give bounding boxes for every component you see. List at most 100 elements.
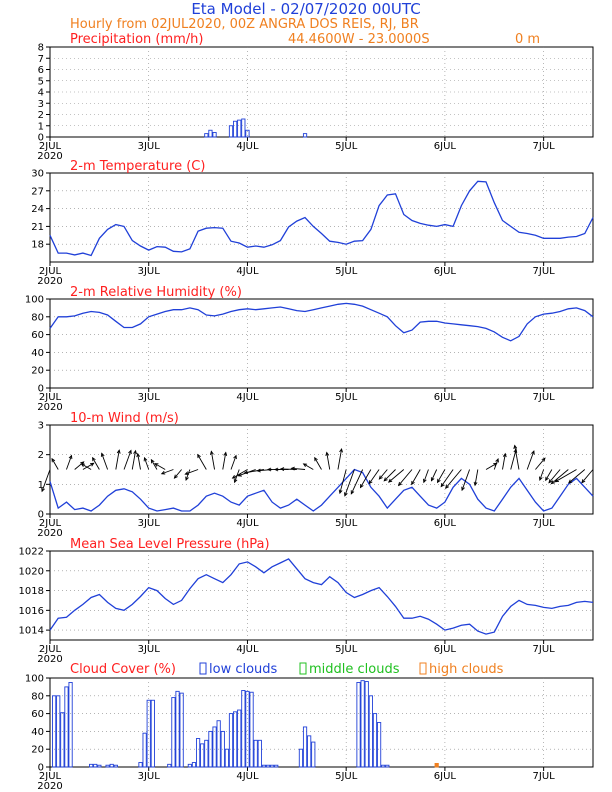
wind-arrow-head — [256, 468, 261, 473]
wind-arrow — [423, 469, 429, 484]
bar — [368, 695, 373, 768]
bar — [204, 133, 209, 138]
wind-arrow — [350, 469, 364, 495]
wind-arrow-head — [90, 462, 95, 467]
y-tick-label: 40 — [31, 727, 44, 738]
wind-arrow-shaft — [555, 469, 577, 483]
bar — [233, 120, 238, 138]
y-tick-label: 24 — [31, 204, 44, 215]
panel-title: Precipitation (mm/h) — [70, 32, 203, 47]
wind-arrow — [368, 469, 380, 485]
y-tick-label: 1016 — [19, 606, 44, 617]
y-tick-label: 60 — [31, 330, 44, 341]
bar — [146, 699, 151, 768]
wind-arrow-shaft — [161, 469, 174, 475]
x-tick-label: 3JUL — [138, 266, 161, 277]
y-tick-label: 0 — [38, 763, 44, 774]
y-tick-label: 1 — [38, 480, 44, 491]
bar — [302, 133, 308, 138]
wind-arrow-head — [550, 480, 555, 485]
bar — [167, 763, 172, 768]
wind-arrow — [123, 449, 132, 470]
x-tick-label: 3JUL — [138, 141, 161, 152]
wind-arrow-head — [173, 474, 178, 479]
bar — [113, 764, 118, 768]
wind-arrow-head — [423, 478, 427, 484]
bar — [64, 686, 69, 768]
wind-arrow-head — [430, 477, 435, 482]
bar — [208, 730, 213, 768]
bar — [307, 735, 312, 768]
wind-arrow-shaft — [74, 461, 85, 470]
y-tick-label: 20 — [31, 366, 44, 377]
series-line — [49, 180, 594, 257]
x-tick-label: 4JUL — [236, 771, 259, 782]
wind-arrow-head — [136, 452, 141, 458]
wind-arrow — [100, 452, 109, 470]
x-tick-label: 6JUL — [434, 392, 457, 403]
wind-arrow — [82, 462, 95, 470]
wind-arrow-shaft — [379, 469, 388, 480]
panel-4: 0 1 2 3 2JUL 3JUL 4JUL 5JUL 6JUL 7JUL 2020 10-m Win… — [37, 411, 594, 539]
panel-title: 2-m Temperature (C) — [70, 159, 205, 174]
wind-arrow — [548, 469, 561, 484]
wind-arrow-shaft — [485, 462, 498, 470]
y-tick-label: 18 — [31, 240, 44, 251]
x-tick-label: 2JUL — [39, 771, 62, 782]
wind-arrow-head — [383, 477, 388, 482]
y-tick-label: 1 — [38, 121, 44, 132]
x-tick-label: 7JUL — [533, 392, 556, 403]
wind-arrow — [411, 469, 421, 486]
wind-arrow-shaft — [101, 453, 109, 470]
wind-arrow — [440, 469, 454, 488]
wind-arrow — [115, 449, 121, 470]
wind-arrow — [387, 469, 405, 483]
y-tick-label: 5 — [38, 76, 44, 87]
bar — [224, 748, 229, 768]
bar — [60, 712, 65, 768]
x-tick-label: 4JUL — [236, 141, 259, 152]
wind-arrow — [510, 448, 518, 470]
wind-arrow — [80, 463, 92, 470]
bar — [364, 681, 369, 768]
wind-arrow — [554, 469, 577, 483]
wind-arrow-shaft — [545, 469, 553, 481]
high-cloud-bar — [434, 762, 439, 768]
x-tick-label: 5JUL — [335, 518, 358, 529]
chart-subtitle: Hourly from 02JUL2020, 00Z ANGRA DOS REI… — [70, 17, 419, 32]
y-tick-label: 30 — [31, 169, 44, 180]
bar — [372, 713, 378, 768]
wind-arrow — [397, 469, 413, 487]
wind-arrow-head — [51, 457, 56, 463]
wind-arrow-shaft — [383, 469, 396, 482]
x-year-label: 2020 — [37, 276, 62, 287]
wind-arrow — [493, 458, 499, 470]
wind-arrow-head — [143, 456, 148, 462]
wind-arrow-shaft — [280, 468, 297, 470]
wind-arrow-shaft — [388, 469, 405, 483]
bar — [356, 682, 361, 768]
wind-arrow — [461, 469, 471, 492]
wind-arrow-head — [531, 450, 535, 455]
wind-arrow-head — [68, 454, 73, 460]
y-tick-label: 0 — [38, 384, 44, 395]
y-tick-label: 80 — [31, 691, 44, 702]
x-tick-label: 4JUL — [236, 644, 259, 655]
y-tick-label: 1014 — [19, 626, 44, 637]
wind-arrow-head — [387, 478, 393, 483]
bar — [204, 739, 209, 768]
plot-frame — [49, 172, 594, 263]
panel-5: 1014 1016 1018 1020 1022 2JUL 3JUL 4JUL 5JUL 6JUL… — [19, 537, 594, 665]
x-tick-label: 6JUL — [434, 141, 457, 152]
wind-arrow-head — [197, 453, 201, 459]
x-tick-label: 2JUL — [39, 266, 62, 277]
x-tick-label: 2JUL — [39, 518, 62, 529]
wind-arrow — [197, 453, 207, 470]
wind-arrow-shaft — [230, 455, 237, 470]
wind-arrow-shaft — [174, 469, 182, 479]
y-tick-label: 2 — [38, 450, 44, 461]
wind-arrow-shaft — [303, 463, 314, 470]
x-tick-label: 7JUL — [533, 518, 556, 529]
x-tick-label: 5JUL — [335, 266, 358, 277]
wind-arrow-head — [128, 449, 132, 455]
